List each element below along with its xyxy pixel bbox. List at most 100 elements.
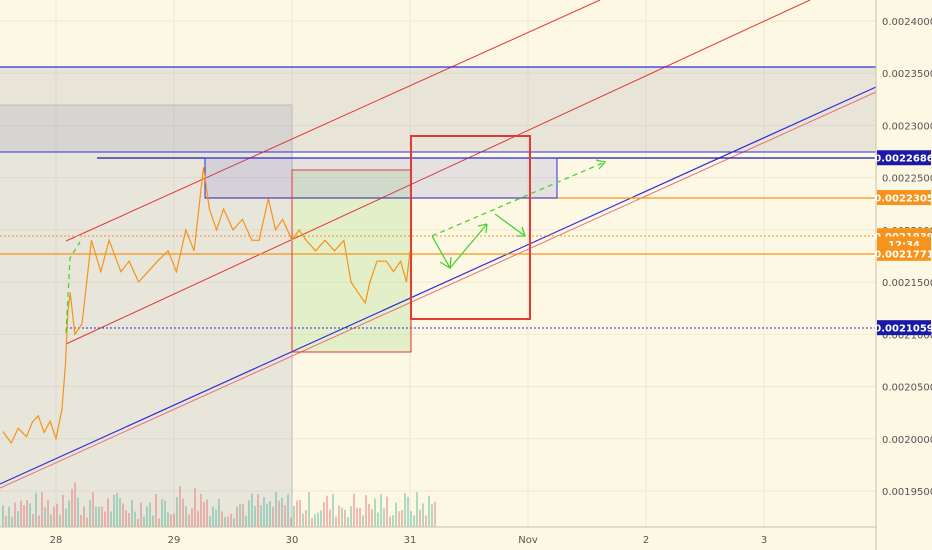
volume-bar [23, 505, 25, 527]
x-tick-label: 30 [286, 535, 299, 546]
volume-bar [41, 492, 43, 527]
volume-bar [266, 503, 268, 527]
volume-bar [125, 509, 127, 527]
x-tick-label: 29 [168, 535, 181, 546]
volume-bar [431, 504, 433, 527]
volume-bar [287, 494, 289, 527]
volume-bar [290, 517, 292, 527]
volume-bar [140, 502, 142, 527]
volume-bar [131, 499, 133, 527]
price-badge-label: 12:34 [888, 240, 920, 251]
volume-bar [398, 511, 400, 527]
x-tick-label: 2 [643, 535, 649, 546]
volume-bar [5, 515, 7, 527]
volume-bar [212, 506, 214, 527]
volume-bar [218, 498, 220, 527]
volume-bar [113, 494, 115, 527]
volume-bar [122, 503, 124, 527]
volume-bar [143, 516, 145, 527]
volume-bar [101, 506, 103, 527]
volume-bar [179, 485, 181, 527]
price-badge-label: 0.0022686 [874, 154, 932, 165]
volume-bar [434, 501, 436, 527]
volume-bar [362, 515, 364, 527]
target-box[interactable] [410, 135, 531, 320]
supply-box[interactable] [204, 157, 558, 199]
volume-bar [401, 510, 403, 527]
volume-bar [209, 516, 211, 527]
volume-bar [59, 514, 61, 527]
channel-middle-line[interactable] [65, 0, 811, 345]
volume-bar [392, 515, 394, 527]
volume-bar [350, 506, 352, 527]
volume-bar [416, 492, 418, 527]
volume-bar [44, 507, 46, 527]
volume-bar [395, 502, 397, 527]
volume-bar [167, 512, 169, 527]
volume-bar [305, 510, 307, 527]
y-tick-label: 0.0021000 [882, 330, 932, 341]
projection-arrow [431, 161, 606, 237]
volume-bar [86, 517, 88, 527]
volume-bar [134, 511, 136, 527]
volume-bar [284, 504, 286, 527]
volume-bar [119, 498, 121, 527]
volume-bar [185, 506, 187, 527]
x-tick-label: 3 [761, 535, 767, 546]
volume-bar [281, 497, 283, 527]
volume-bar [2, 505, 4, 527]
volume-bar [344, 509, 346, 527]
volume-bar [53, 506, 55, 527]
volume-bar [215, 509, 217, 527]
volume-bar [338, 505, 340, 527]
volume-bar [20, 500, 22, 527]
y-tick-label: 0.0021500 [882, 278, 932, 289]
volume-bar [35, 492, 37, 527]
volume-bar [428, 495, 430, 527]
volume-bar [242, 504, 244, 527]
trendline-blue[interactable] [0, 86, 877, 485]
volume-bar [317, 512, 319, 527]
volume-bar [38, 515, 40, 527]
price-badge [877, 320, 931, 336]
volume-bar [371, 509, 373, 527]
volume-bar [365, 495, 367, 527]
volume-bar [17, 511, 19, 527]
volume-bar [263, 496, 265, 527]
price-badge [877, 190, 931, 206]
volume-bar [197, 510, 199, 527]
projection-arrow [516, 226, 526, 237]
x-tick-label: Nov [518, 535, 538, 546]
projection-arrow [477, 223, 488, 234]
y-tick-label: 0.0020500 [882, 383, 932, 394]
price-badge-label: 0.0022305 [874, 194, 932, 205]
volume-bar [248, 500, 250, 527]
y-tick-label: 0.0023500 [882, 69, 932, 80]
volume-bar [311, 518, 313, 527]
volume-bar [182, 498, 184, 527]
volume-bar [203, 501, 205, 527]
volume-bar [11, 516, 13, 527]
price-badge-label: 0.0021059 [874, 324, 932, 335]
volume-bar [71, 488, 73, 527]
volume-bar [155, 493, 157, 527]
volume-bar [161, 499, 163, 527]
resistance-zone [0, 67, 876, 152]
volume-bar [293, 505, 295, 527]
volume-bar [224, 516, 226, 527]
channel-upper-line[interactable] [65, 0, 601, 242]
volume-bar [107, 498, 109, 527]
volume-bar [404, 493, 406, 527]
volume-bar [332, 493, 334, 527]
volume-bar [74, 482, 76, 527]
volume-bar [356, 507, 358, 527]
price-line[interactable] [2, 167, 411, 445]
volume-bar [128, 512, 130, 527]
shade-zone-green [292, 170, 411, 352]
volume-bar [149, 502, 151, 527]
volume-bar [32, 514, 34, 527]
volume-bar [8, 506, 10, 527]
volume-bar [239, 503, 241, 527]
